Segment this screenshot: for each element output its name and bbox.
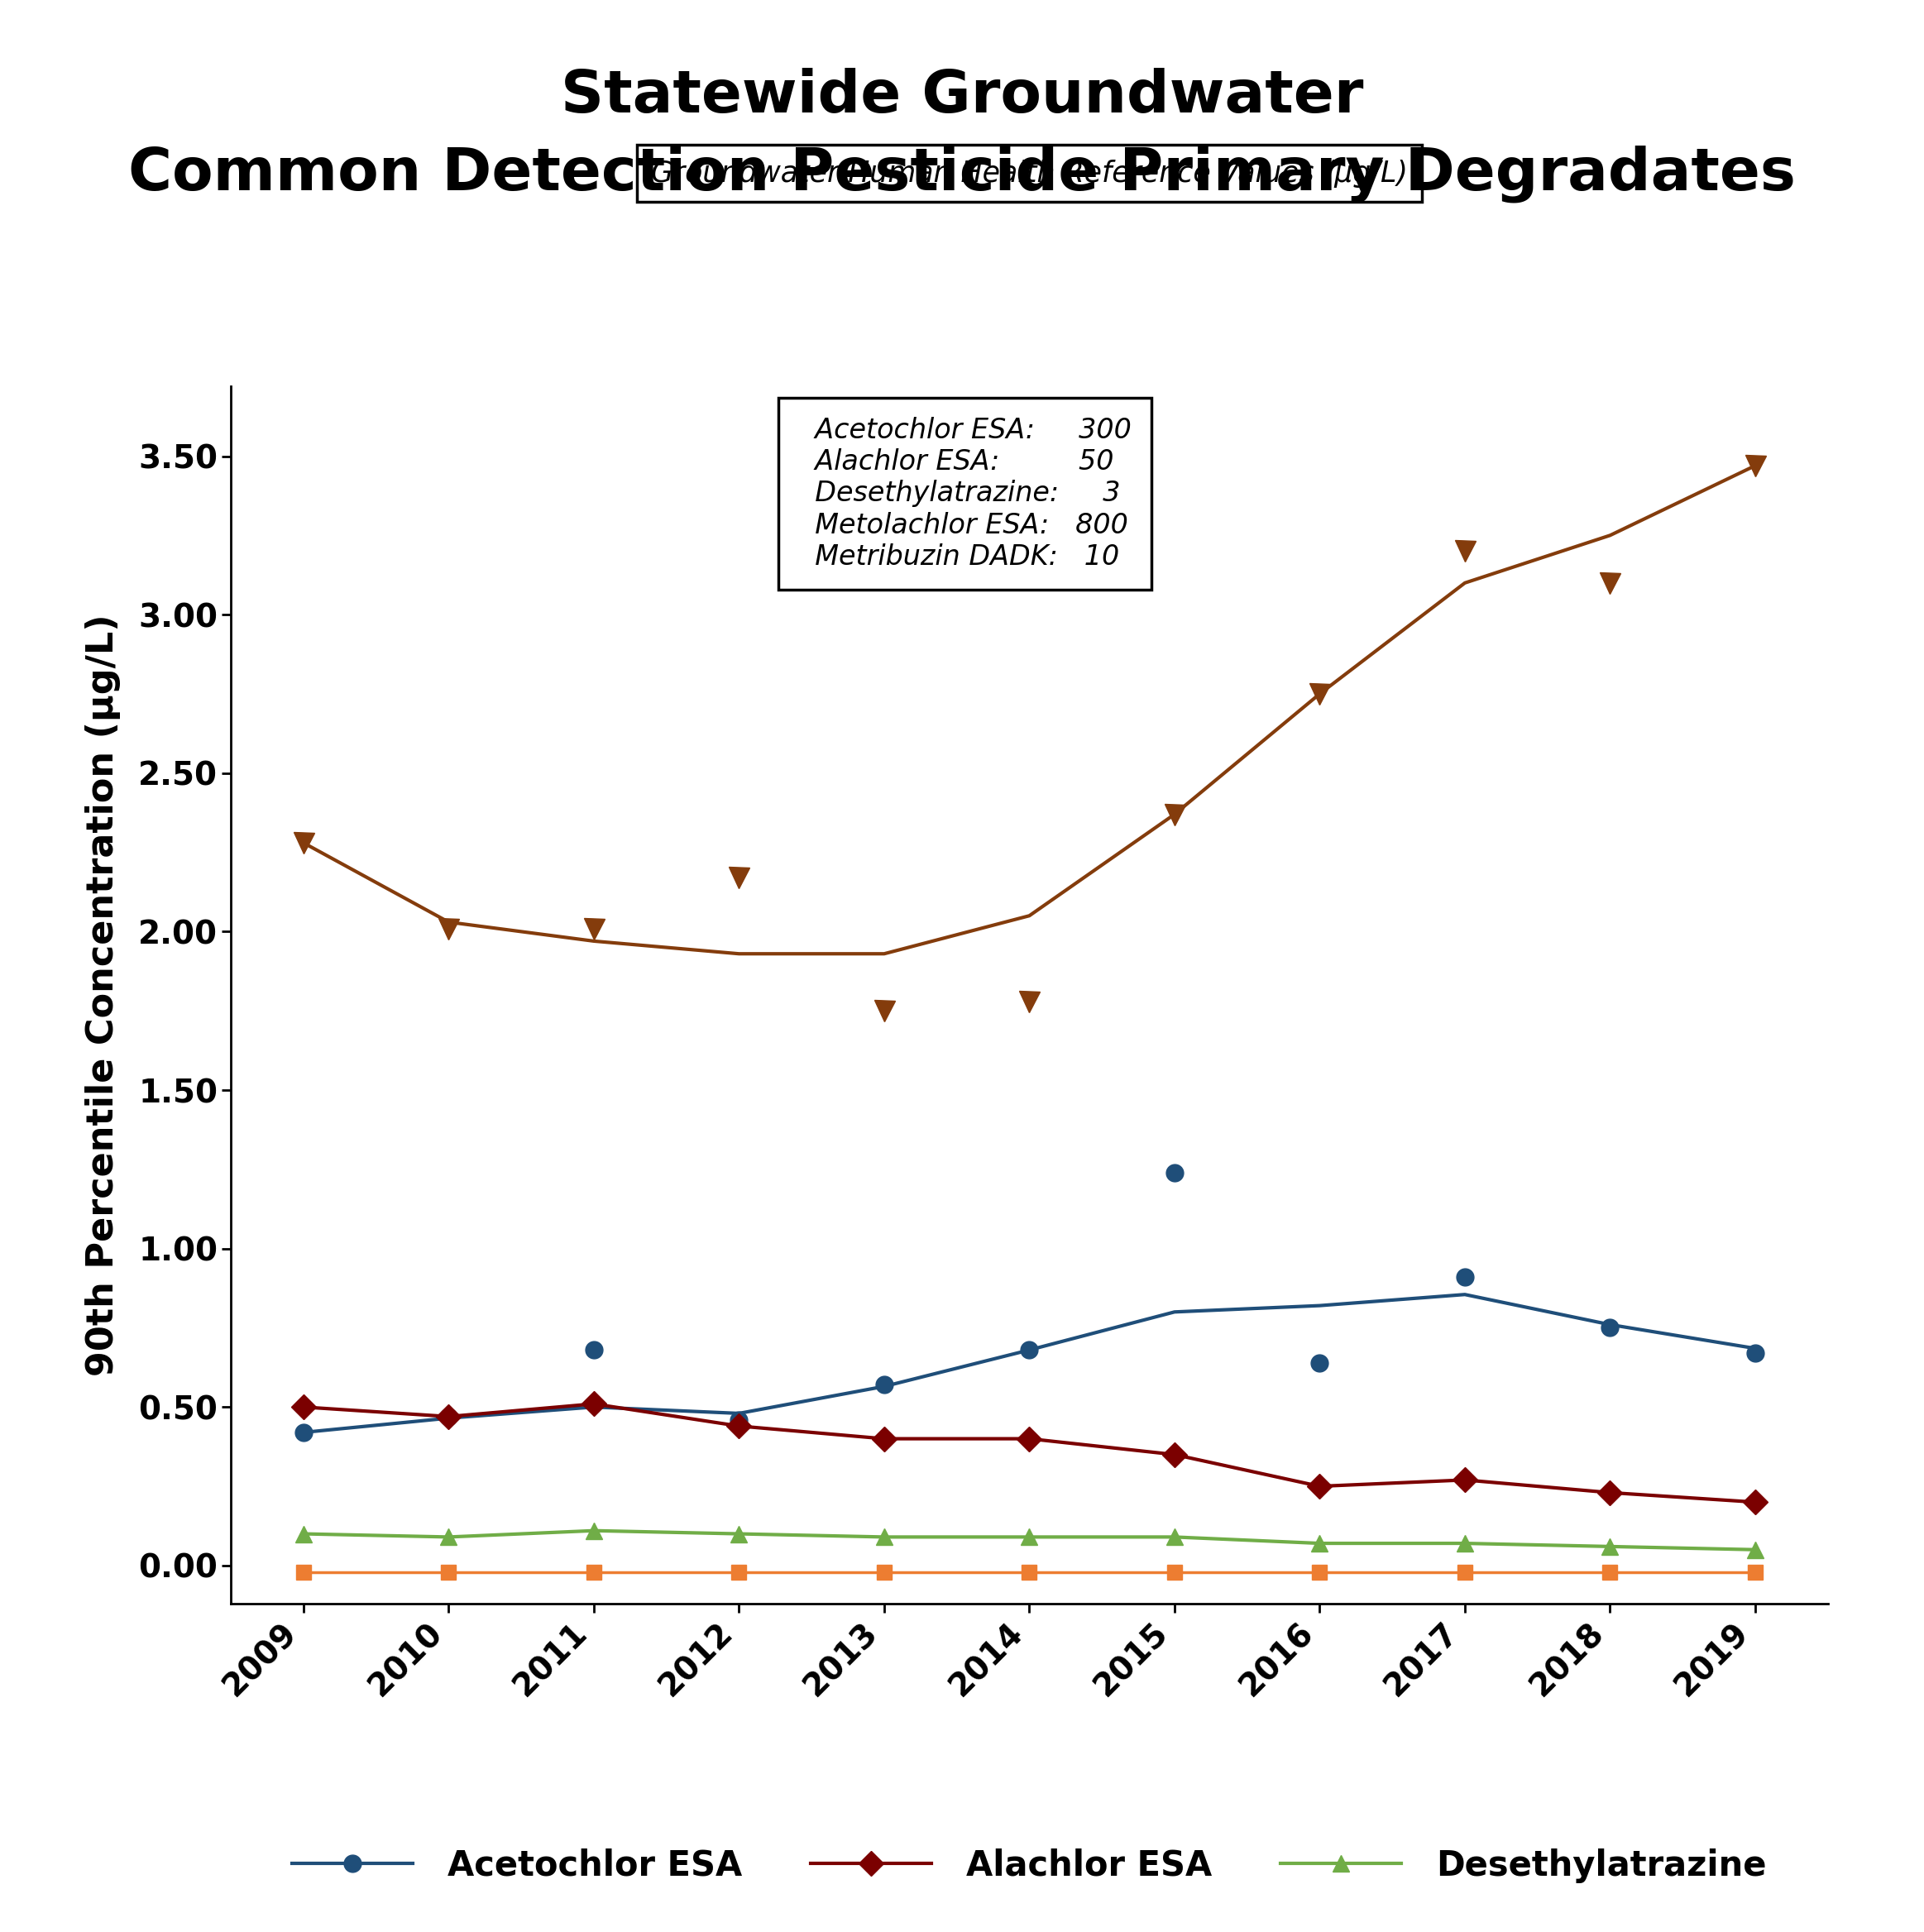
Acetochlor ESA (437, 1405, 460, 1428)
Metolachlor ESA (1308, 682, 1331, 705)
Y-axis label: 90th Percentile Concentration (μg/L): 90th Percentile Concentration (μg/L) (85, 614, 121, 1376)
Metolachlor ESA (583, 918, 606, 941)
Alachlor ESA (292, 1395, 316, 1418)
Metolachlor ESA (727, 866, 750, 889)
Metribuzin DADK (1453, 1561, 1476, 1584)
Metribuzin DADK (1599, 1561, 1622, 1584)
Alachlor ESA (1743, 1492, 1766, 1515)
Alachlor ESA (1308, 1474, 1331, 1497)
Text: Statewide Groundwater: Statewide Groundwater (560, 68, 1364, 126)
Metribuzin DADK (1308, 1561, 1331, 1584)
Text: Acetochlor ESA:     300
  Alachlor ESA:         50
  Desethylatrazine:     3
  M: Acetochlor ESA: 300 Alachlor ESA: 50 Des… (798, 417, 1131, 570)
Acetochlor ESA (1308, 1350, 1331, 1374)
Metribuzin DADK (727, 1561, 750, 1584)
Metribuzin DADK (1018, 1561, 1041, 1584)
Desethylatrazine (1599, 1534, 1622, 1557)
Text: Common Detection Pesticide Primary Degradates: Common Detection Pesticide Primary Degra… (129, 145, 1795, 203)
Metolachlor ESA (1743, 454, 1766, 477)
Alachlor ESA (1162, 1443, 1185, 1466)
Alachlor ESA (1018, 1428, 1041, 1451)
Metolachlor ESA (1453, 539, 1476, 562)
Metribuzin DADK (1162, 1561, 1185, 1584)
Desethylatrazine (1162, 1526, 1185, 1549)
Alachlor ESA (727, 1414, 750, 1437)
Line: Metolachlor ESA: Metolachlor ESA (292, 456, 1766, 1022)
Desethylatrazine (873, 1526, 897, 1549)
Acetochlor ESA (1018, 1339, 1041, 1362)
Alachlor ESA (1599, 1482, 1622, 1505)
Metribuzin DADK (292, 1561, 316, 1584)
Acetochlor ESA (1599, 1316, 1622, 1339)
Acetochlor ESA (727, 1408, 750, 1432)
Metribuzin DADK (583, 1561, 606, 1584)
Acetochlor ESA (1162, 1161, 1185, 1184)
Desethylatrazine (292, 1522, 316, 1546)
Metribuzin DADK (873, 1561, 897, 1584)
Metolachlor ESA (437, 918, 460, 941)
Acetochlor ESA (292, 1420, 316, 1443)
Line: Alachlor ESA: Alachlor ESA (294, 1395, 1764, 1511)
Alachlor ESA (873, 1428, 897, 1451)
Desethylatrazine (1453, 1532, 1476, 1555)
Alachlor ESA (583, 1393, 606, 1416)
Alachlor ESA (1453, 1468, 1476, 1492)
Metolachlor ESA (292, 831, 316, 854)
Desethylatrazine (727, 1522, 750, 1546)
Desethylatrazine (583, 1519, 606, 1542)
Metolachlor ESA (1599, 572, 1622, 595)
Alachlor ESA (437, 1405, 460, 1428)
Line: Desethylatrazine: Desethylatrazine (294, 1522, 1764, 1559)
Text: Groundwater Human Health Reference Values (μg/L): Groundwater Human Health Reference Value… (650, 158, 1408, 187)
Desethylatrazine (1308, 1532, 1331, 1555)
Metolachlor ESA (873, 999, 897, 1022)
Desethylatrazine (1018, 1526, 1041, 1549)
Metribuzin DADK (1743, 1561, 1766, 1584)
Desethylatrazine (1743, 1538, 1766, 1561)
Line: Metribuzin DADK: Metribuzin DADK (296, 1565, 1762, 1578)
Desethylatrazine (437, 1526, 460, 1549)
Acetochlor ESA (873, 1374, 897, 1397)
Acetochlor ESA (1743, 1341, 1766, 1364)
Acetochlor ESA (583, 1339, 606, 1362)
Acetochlor ESA (1453, 1265, 1476, 1289)
Line: Acetochlor ESA: Acetochlor ESA (294, 1163, 1764, 1441)
Metolachlor ESA (1018, 989, 1041, 1012)
Metolachlor ESA (1162, 802, 1185, 825)
Metribuzin DADK (437, 1561, 460, 1584)
